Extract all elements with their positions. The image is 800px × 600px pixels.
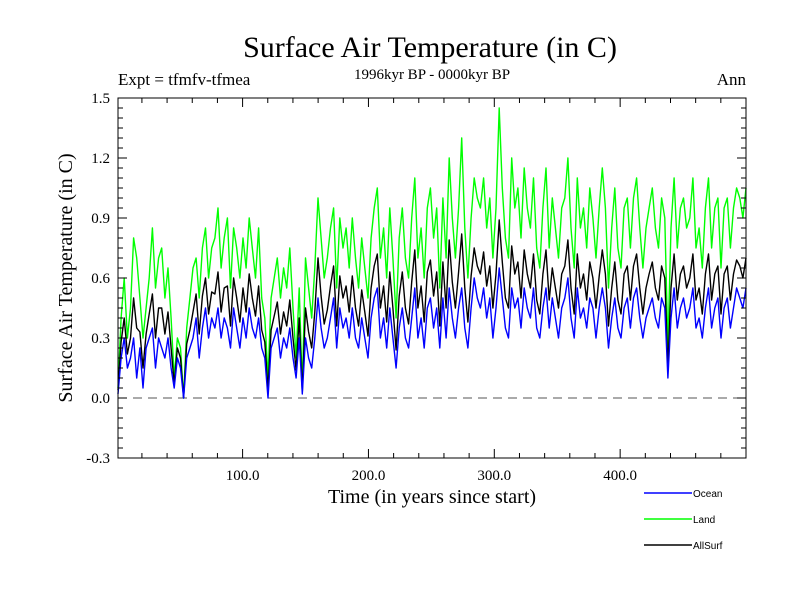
- y-tick-label: 0.6: [91, 271, 110, 287]
- season-label: Ann: [717, 70, 747, 89]
- x-tick-label: 100.0: [226, 468, 260, 484]
- chart-subtitle: 1996kyr BP - 0000kyr BP: [354, 67, 510, 83]
- y-tick-label: -0.3: [86, 451, 110, 467]
- y-tick-label: 0.0: [91, 391, 110, 407]
- y-tick-label: 0.3: [91, 331, 110, 347]
- plot-lines: [117, 107, 747, 399]
- x-tick-label: 400.0: [603, 468, 637, 484]
- series-line-allsurf: [117, 219, 747, 399]
- legend-label-land: Land: [693, 515, 715, 526]
- legend-label-ocean: Ocean: [693, 489, 722, 500]
- series-line-ocean: [117, 267, 747, 399]
- legend-label-allsurf: AllSurf: [693, 541, 723, 552]
- y-tick-label: 1.2: [91, 151, 110, 167]
- legend: Ocean Land AllSurf: [644, 489, 723, 552]
- y-axis-label: Surface Air Temperature (in C): [55, 153, 77, 402]
- x-tick-label: 200.0: [352, 468, 386, 484]
- experiment-label: Expt = tfmfv-tfmea: [118, 70, 251, 89]
- axes: 100.0 200.0 300.0 400.0 -0.3 0.0 0.3 0.6 0.9 1.2 1…: [86, 91, 747, 484]
- series-line-land: [117, 107, 747, 399]
- x-axis-label: Time (in years since start): [328, 486, 536, 508]
- x-tick-label: 300.0: [477, 468, 511, 484]
- y-tick-label: 1.5: [91, 91, 110, 107]
- chart-title: Surface Air Temperature (in C): [243, 31, 617, 64]
- y-tick-label: 0.9: [91, 211, 110, 227]
